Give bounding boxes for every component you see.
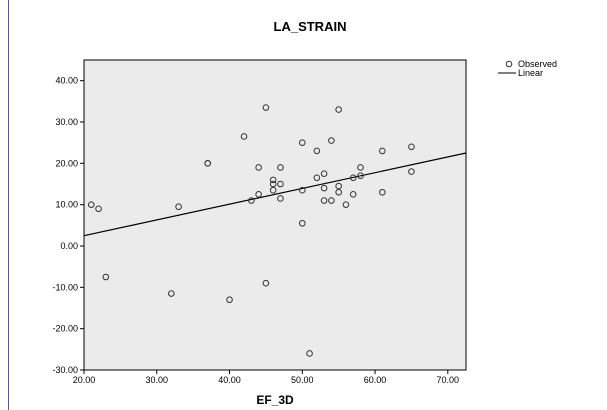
observed-point [320, 197, 328, 204]
observed-point [269, 180, 277, 188]
observed-point [335, 188, 342, 196]
observed-point [255, 191, 262, 198]
linear-fit-line [83, 152, 467, 237]
y-tick-label: -10.00 [52, 282, 78, 292]
observed-point [168, 290, 175, 297]
observed-point [204, 160, 211, 167]
observed-point [269, 186, 277, 194]
observed-point [277, 180, 284, 188]
observed-point [320, 170, 328, 177]
x-tick-label: 40.00 [218, 375, 241, 385]
observed-point [262, 104, 270, 111]
legend-observed-label: Observed [518, 59, 557, 69]
observed-point [277, 195, 284, 202]
observed-point [357, 172, 364, 180]
observed-point [262, 279, 270, 287]
observed-point [349, 174, 357, 182]
y-tick-label: -20.00 [52, 324, 78, 334]
observed-point [248, 197, 255, 204]
y-tick-label: 0.00 [60, 241, 78, 251]
observed-point [226, 296, 233, 304]
x-tick-label: 20.00 [73, 375, 96, 385]
x-tick-label: 30.00 [145, 375, 168, 385]
x-axis: 20.00 30.00 40.00 50.00 60.00 70.00 [73, 370, 459, 385]
observed-points [87, 104, 415, 357]
observed-point [408, 168, 415, 175]
observed-point [357, 164, 364, 171]
observed-point [269, 176, 277, 184]
legend: Observed Linear [498, 59, 557, 78]
legend-linear-label: Linear [518, 68, 543, 78]
observed-point [328, 137, 335, 144]
observed-point [255, 164, 262, 171]
observed-point [87, 201, 95, 208]
observed-point [102, 273, 110, 281]
y-axis: 40.00 30.00 20.00 10.00 0.00 -10.00 -20.00 -30.… [52, 76, 84, 375]
observed-point [298, 219, 306, 227]
y-tick-label: 40.00 [55, 76, 78, 86]
observed-point [298, 186, 306, 194]
legend-observed-marker [505, 60, 513, 68]
observed-point [335, 106, 342, 113]
observed-point [349, 191, 357, 198]
observed-point [95, 205, 102, 213]
x-tick-label: 60.00 [364, 375, 387, 385]
x-tick-label: 50.00 [291, 375, 314, 385]
observed-point [342, 201, 350, 208]
fit-line-group [83, 152, 467, 237]
x-tick-label: 70.00 [437, 375, 460, 385]
observed-point [379, 147, 386, 155]
observed-point [335, 182, 342, 190]
observed-point [408, 143, 415, 151]
y-tick-label: -30.00 [52, 365, 78, 375]
observed-point [313, 147, 321, 155]
chart-title: LA_STRAIN [274, 19, 347, 34]
plot-area [83, 59, 467, 371]
observed-point [306, 350, 313, 357]
y-tick-label: 30.00 [55, 117, 78, 127]
observed-point [240, 133, 248, 140]
observed-point [298, 139, 306, 146]
observed-point [313, 174, 321, 182]
y-tick-label: 10.00 [55, 200, 78, 210]
y-tick-label: 20.00 [55, 158, 78, 168]
observed-point [175, 203, 182, 211]
observed-point [320, 184, 328, 192]
observed-point [379, 188, 386, 196]
x-axis-label: EF_3D [256, 393, 294, 407]
observed-point [277, 164, 284, 171]
observed-point [328, 197, 335, 204]
page-side-rule [8, 0, 9, 410]
